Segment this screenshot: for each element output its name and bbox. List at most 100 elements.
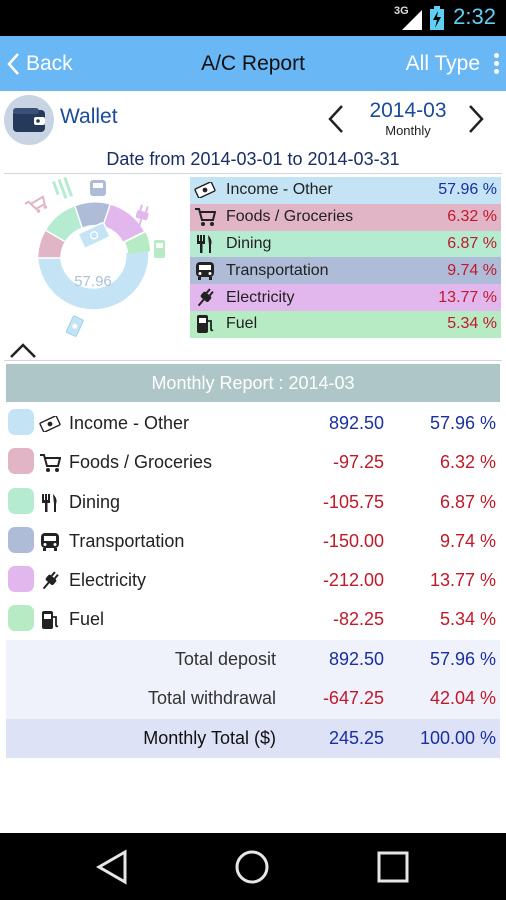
next-period-icon[interactable]	[466, 103, 486, 135]
cart-icon	[38, 451, 62, 475]
nav-recents-icon[interactable]	[376, 850, 410, 884]
prev-period-icon[interactable]	[326, 103, 346, 135]
total-percent: 42.04 %	[429, 688, 496, 709]
total-label: Monthly Total ($)	[143, 727, 276, 748]
system-nav-bar	[0, 833, 506, 900]
donut-chart[interactable]: 57.96	[18, 174, 168, 350]
legend-item-pct: 57.96 %	[438, 181, 497, 199]
chart-legend: Income - Other 57.96 % Foods / Groceries…	[190, 177, 501, 338]
donut-slice-fuel	[125, 232, 151, 254]
category-percent: 9.74 %	[439, 530, 496, 551]
category-amount: -82.25	[332, 609, 384, 630]
plug-icon	[135, 204, 149, 227]
wallet-row: Wallet 2014-03 Monthly	[0, 91, 506, 146]
money-icon	[38, 412, 62, 436]
color-swatch	[8, 526, 34, 553]
legend-item-pct: 9.74 %	[447, 261, 497, 279]
fuel-pump-icon	[190, 313, 220, 335]
donut-slice-electricity	[103, 204, 144, 242]
collapse-chevron-up-icon[interactable]	[8, 340, 38, 360]
legend-item[interactable]: Transportation 9.74 %	[190, 257, 501, 285]
donut-slice-foods	[38, 230, 65, 258]
legend-item-name: Foods / Groceries	[226, 208, 354, 226]
total-deposit-row: Total deposit 892.50 57.96 %	[6, 640, 500, 680]
category-amount: -150.00	[322, 530, 384, 551]
signal-icon	[402, 10, 422, 30]
legend-item[interactable]: Fuel 5.34 %	[190, 310, 501, 338]
back-label: Back	[26, 51, 73, 75]
period-selector[interactable]: 2014-03 Monthly	[352, 99, 464, 138]
status-bar: 3G 2:32	[0, 0, 506, 36]
category-name: Dining	[69, 491, 121, 512]
category-percent: 57.96 %	[429, 413, 496, 433]
total-percent: 100.00 %	[419, 727, 496, 748]
legend-item[interactable]: Income - Other 57.96 %	[190, 177, 501, 204]
divider	[4, 360, 502, 361]
nav-home-icon[interactable]	[234, 849, 270, 885]
donut-slice-dining	[45, 206, 83, 242]
all-type-filter-button[interactable]: All Type	[405, 52, 480, 75]
wallet-icon[interactable]	[4, 95, 54, 145]
donut-center-label: 57.96	[74, 273, 112, 290]
fuel-pump-icon	[154, 240, 165, 258]
legend-item-pct: 6.32 %	[447, 208, 497, 226]
legend-item-pct: 13.77 %	[438, 288, 497, 306]
legend-item[interactable]: Foods / Groceries 6.32 %	[190, 203, 501, 231]
plug-icon	[38, 569, 62, 593]
table-row[interactable]: Income - Other 892.50 57.96 %	[6, 404, 500, 443]
category-amount: -212.00	[322, 570, 384, 591]
table-row[interactable]: Fuel -82.25 5.34 %	[6, 600, 500, 639]
total-percent: 57.96 %	[429, 649, 496, 669]
fork-knife-icon	[52, 176, 73, 199]
total-label: Total withdrawal	[147, 688, 276, 709]
legend-item-name: Income - Other	[226, 181, 333, 199]
legend-item[interactable]: Electricity 13.77 %	[190, 284, 501, 311]
network-type-label: 3G	[394, 5, 409, 17]
back-button[interactable]: Back	[6, 36, 73, 91]
legend-item-name: Dining	[226, 234, 272, 252]
nav-back-icon[interactable]	[95, 849, 129, 885]
color-swatch	[8, 487, 34, 514]
category-percent: 6.87 %	[439, 491, 496, 512]
money-icon	[190, 182, 220, 199]
monthly-total-row: Monthly Total ($) 245.25 100.00 %	[6, 718, 500, 758]
category-name: Electricity	[69, 570, 147, 591]
total-withdrawal-row: Total withdrawal -647.25 42.04 %	[6, 679, 500, 719]
bus-icon	[38, 530, 62, 554]
action-bar: Back A/C Report All Type	[0, 36, 506, 91]
fork-knife-icon	[190, 234, 220, 254]
legend-item[interactable]: Dining 6.87 %	[190, 230, 501, 258]
donut-center-money-icon	[77, 222, 111, 249]
color-swatch	[8, 448, 34, 475]
table-row[interactable]: Foods / Groceries -97.25 6.32 %	[6, 443, 500, 482]
donut-svg: 57.96	[24, 176, 165, 337]
cart-icon	[190, 207, 220, 227]
legend-item-name: Fuel	[226, 315, 258, 333]
category-percent: 5.34 %	[439, 609, 496, 630]
category-amount: 892.50	[328, 413, 384, 433]
legend-item-name: Transportation	[226, 261, 329, 279]
table-row[interactable]: Transportation -150.00 9.74 %	[6, 522, 500, 561]
color-swatch	[8, 566, 34, 593]
color-swatch	[8, 409, 34, 435]
fuel-pump-icon	[38, 608, 62, 632]
category-amount: -105.75	[322, 491, 384, 512]
table-row[interactable]: Electricity -212.00 13.77 %	[6, 561, 500, 600]
legend-item-pct: 5.34 %	[447, 315, 497, 333]
category-percent: 6.32 %	[439, 452, 496, 473]
period-value: 2014-03	[369, 99, 447, 122]
overflow-menu-icon[interactable]	[492, 53, 500, 75]
report-header: Monthly Report : 2014-03	[6, 364, 500, 402]
plug-icon	[190, 287, 220, 308]
clock-time: 2:32	[453, 4, 496, 29]
battery-charging-icon	[430, 6, 444, 30]
donut-slice-income	[38, 250, 149, 310]
color-swatch	[8, 605, 34, 632]
category-amount: -97.25	[332, 452, 384, 473]
total-amount: -647.25	[322, 688, 384, 709]
wallet-name[interactable]: Wallet	[60, 105, 118, 128]
report-table: Income - Other 892.50 57.96 % Foods / Gr…	[6, 404, 500, 640]
table-row[interactable]: Dining -105.75 6.87 %	[6, 483, 500, 522]
category-name: Fuel	[69, 609, 105, 630]
category-name: Income - Other	[69, 413, 190, 433]
